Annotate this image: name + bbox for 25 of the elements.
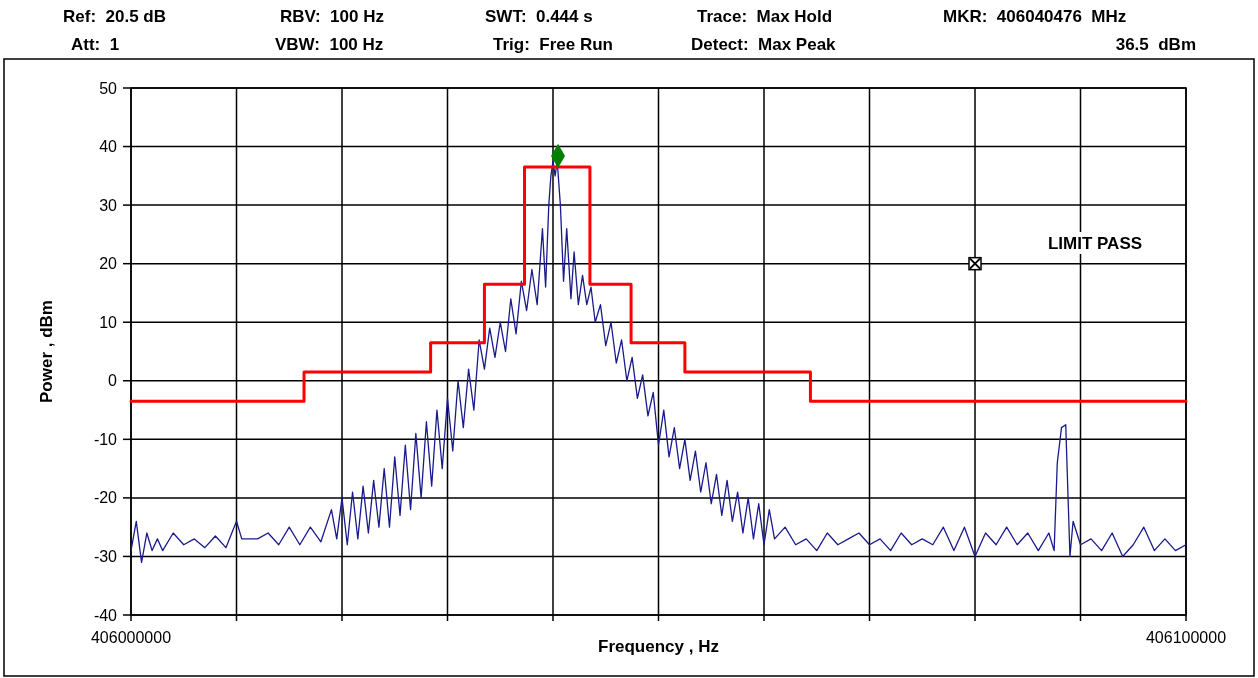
text: RBV: 100 Hz	[280, 7, 384, 26]
y-tick-label: -40	[93, 606, 118, 624]
y-tick-label: 0	[108, 372, 118, 390]
text: MKR: 406040476 MHz	[943, 7, 1127, 26]
text: Detect: Max Peak	[691, 35, 837, 54]
annotation: LIMIT PASS	[1047, 234, 1143, 253]
y-tick-label: 10	[99, 313, 118, 331]
y-tick-label: -10	[93, 430, 118, 448]
text: Trace: Max Hold	[697, 7, 833, 26]
x-tick-label: 406100000	[1145, 629, 1227, 646]
y-tick-label: 20	[99, 255, 118, 273]
x-axis-title: Frequency , Hz	[598, 637, 719, 656]
y-tick-label: -20	[93, 489, 118, 507]
text: Att: 1	[71, 35, 120, 54]
y-tick-label: 40	[99, 138, 118, 156]
y-tick-label: -30	[93, 548, 118, 566]
y-axis-title: Power , dBm	[37, 300, 56, 403]
text: SWT: 0.444 s	[485, 7, 593, 26]
text: VBW: 100 Hz	[275, 35, 384, 54]
text: 36.5 dBm	[1115, 35, 1196, 54]
y-tick-label: 50	[99, 79, 118, 97]
y-tick-label: 30	[99, 196, 118, 214]
text: Ref: 20.5 dB	[63, 7, 166, 26]
x-tick-label: 406000000	[90, 629, 172, 646]
text: Trig: Free Run	[493, 35, 613, 54]
